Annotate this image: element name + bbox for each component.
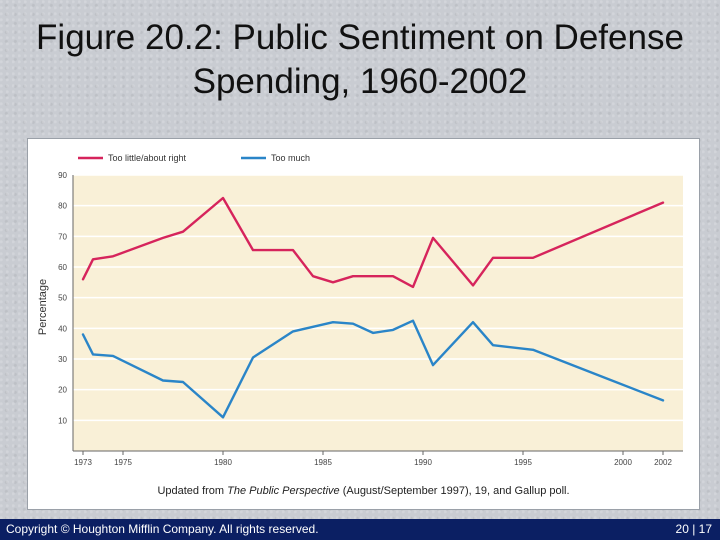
y-tick-label: 80 [58, 202, 67, 211]
x-tick-label: 1975 [114, 458, 132, 467]
slide-title: Figure 20.2: Public Sentiment on Defense… [0, 16, 720, 104]
legend-label: Too much [271, 153, 310, 163]
footer-bar: Copyright © Houghton Mifflin Company. Al… [0, 519, 720, 540]
series-line-1 [81, 196, 665, 289]
y-tick-label: 10 [58, 416, 67, 425]
legend: Too little/about right Too much [78, 153, 310, 163]
series-line-2 [81, 319, 665, 419]
axis-layer: 10 20 30 40 50 60 70 80 90 1973 1975 1980 1985 1990 19… [58, 171, 683, 467]
x-tick-label: 2000 [614, 458, 632, 467]
x-tick-label: 1985 [314, 458, 332, 467]
copyright-text: Copyright © Houghton Mifflin Company. Al… [6, 522, 319, 536]
y-tick-label: 20 [58, 386, 67, 395]
grid-layer [73, 174, 683, 422]
y-tick-label: 50 [58, 294, 67, 303]
x-tick-label: 2002 [654, 458, 672, 467]
y-tick-label: 40 [58, 324, 67, 333]
y-tick-label: 60 [58, 263, 67, 272]
figure-panel: 10 20 30 40 50 60 70 80 90 1973 1975 1980 1985 1990 19… [27, 138, 700, 510]
x-tick-label: 1995 [514, 458, 532, 467]
y-tick-label: 90 [58, 171, 67, 180]
y-axis-label: Percentage [37, 279, 49, 335]
slide-title-line-1: Figure 20.2: Public Sentiment on Defense [36, 18, 684, 57]
caption-prefix: Updated from [157, 485, 228, 497]
legend-label: Too little/about right [108, 153, 187, 163]
page-number: 20 | 17 [675, 522, 712, 536]
x-tick-label: 1990 [414, 458, 432, 467]
series-layer [81, 196, 665, 419]
x-tick-label: 1980 [214, 458, 232, 467]
x-tick-label: 1973 [74, 458, 92, 467]
y-tick-label: 30 [58, 355, 67, 364]
caption-italic: The Public Perspective [227, 485, 340, 497]
line-chart: 10 20 30 40 50 60 70 80 90 1973 1975 1980 1985 1990 19… [37, 153, 683, 467]
caption-suffix: (August/September 1997), 19, and Gallup … [339, 485, 570, 497]
plot-area [73, 175, 683, 451]
slide-title-line-2: Spending, 1960-2002 [192, 62, 528, 101]
y-tick-label: 70 [58, 232, 67, 241]
source-caption: Updated from The Public Perspective (Aug… [28, 485, 699, 497]
